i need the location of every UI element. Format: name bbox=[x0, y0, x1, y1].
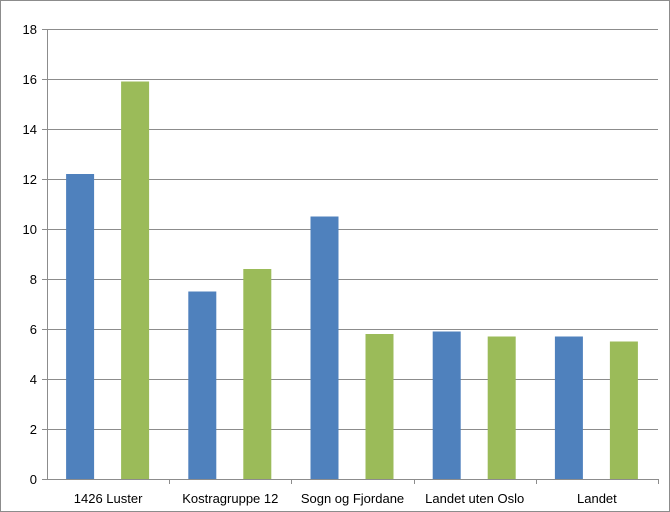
axes bbox=[42, 29, 659, 484]
bar-series-1-3 bbox=[432, 331, 461, 479]
bar-series-1-2 bbox=[310, 216, 339, 479]
y-tick-label: 2 bbox=[30, 422, 37, 437]
bar-series-2-3 bbox=[487, 336, 516, 479]
bar-series-2-0 bbox=[121, 81, 150, 479]
y-tick-label: 12 bbox=[23, 172, 37, 187]
y-tick-label: 14 bbox=[23, 122, 37, 137]
y-tick-label: 8 bbox=[30, 272, 37, 287]
y-tick-label: 6 bbox=[30, 322, 37, 337]
y-tick-label: 0 bbox=[30, 472, 37, 487]
bars bbox=[66, 81, 638, 479]
bar-series-1-1 bbox=[188, 291, 217, 479]
x-tick-labels: 1426 Luster Kostragruppe 12 Sogn og Fjorda… bbox=[74, 491, 617, 506]
x-tick-label: Landet uten Oslo bbox=[425, 491, 524, 506]
x-tick-label: Kostragruppe 12 bbox=[182, 491, 278, 506]
x-tick-label: Sogn og Fjordane bbox=[301, 491, 404, 506]
x-tick-label: Landet bbox=[577, 491, 617, 506]
y-tick-label: 10 bbox=[23, 222, 37, 237]
y-tick-label: 18 bbox=[23, 22, 37, 37]
y-tick-labels: 0 2 4 6 8 10 12 14 16 18 bbox=[23, 22, 37, 487]
y-tick-label: 4 bbox=[30, 372, 37, 387]
x-tick-label: 1426 Luster bbox=[74, 491, 143, 506]
bar-series-1-0 bbox=[66, 174, 95, 479]
bar-series-2-1 bbox=[243, 269, 272, 479]
bar-series-2-2 bbox=[365, 334, 394, 479]
bar-series-2-4 bbox=[609, 341, 638, 479]
y-tick-label: 16 bbox=[23, 72, 37, 87]
bar-series-1-4 bbox=[554, 336, 583, 479]
